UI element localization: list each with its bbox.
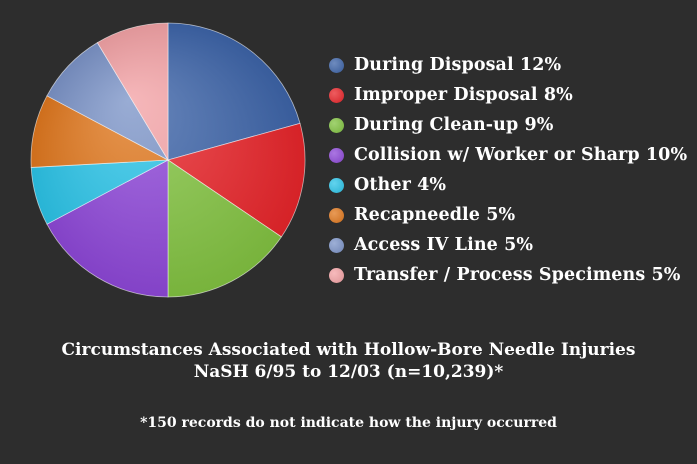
legend-label: Transfer / Process Specimens 5% (354, 265, 681, 285)
legend-swatch (329, 57, 344, 73)
legend-label: Other 4% (354, 175, 447, 195)
legend-swatch (329, 87, 344, 103)
legend-item-during-clean-up: During Clean-up 9% (329, 110, 687, 140)
legend-label: Recapneedle 5% (354, 205, 516, 225)
legend-swatch (329, 267, 344, 283)
legend-label: During Disposal 12% (354, 55, 562, 75)
legend-swatch (329, 207, 344, 223)
legend-item-recapneedle: Recapneedle 5% (329, 200, 687, 230)
legend-item-transfer-process: Transfer / Process Specimens 5% (329, 260, 687, 290)
legend-item-during-disposal: During Disposal 12% (329, 50, 687, 80)
pie-slice (167, 22, 301, 161)
legend-item-access-iv-line: Access IV Line 5% (329, 230, 687, 260)
chart-footnote: *150 records do not indicate how the inj… (140, 415, 557, 431)
legend-label: Collision w/ Worker or Sharp 10% (354, 145, 688, 165)
pie-slice (46, 159, 169, 298)
legend-swatch (329, 117, 344, 133)
legend-item-other: Other 4% (329, 170, 687, 200)
chart-title: Circumstances Associated with Hollow-Bor… (61, 340, 636, 360)
legend-label: Access IV Line 5% (354, 235, 534, 255)
legend-swatch (329, 237, 344, 253)
legend-label: During Clean-up 9% (354, 115, 554, 135)
chart-legend: During Disposal 12% Improper Disposal 8%… (329, 50, 687, 290)
legend-label: Improper Disposal 8% (354, 85, 573, 105)
pie-slice (96, 22, 169, 162)
legend-item-collision: Collision w/ Worker or Sharp 10% (329, 140, 687, 170)
pie-slice (167, 122, 306, 238)
legend-swatch (329, 147, 344, 163)
legend-item-improper-disposal: Improper Disposal 8% (329, 80, 687, 110)
chart-subtitle: NaSH 6/95 to 12/03 (n=10,239)* (193, 362, 504, 382)
legend-swatch (329, 177, 344, 193)
pie-slice (167, 159, 282, 298)
